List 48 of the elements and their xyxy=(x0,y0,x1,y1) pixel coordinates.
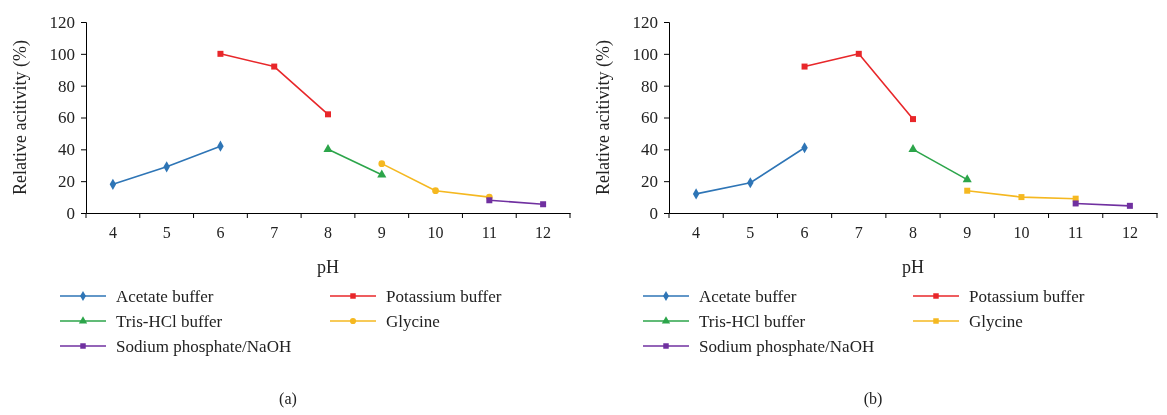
x-tick-label: 4 xyxy=(692,224,701,242)
y-tick-label: 40 xyxy=(641,140,658,160)
x-tick-label: 11 xyxy=(1067,224,1084,242)
x-tick-label: 5 xyxy=(162,224,171,242)
legend-label: Potassium buffer xyxy=(386,287,502,306)
y-tick-label: 120 xyxy=(49,12,75,32)
y-axis-title: Relative acitivity (%) xyxy=(10,40,31,195)
x-tick-label: 9 xyxy=(963,224,972,242)
x-axis-title: pH xyxy=(317,257,339,277)
legend-label: Potassium buffer xyxy=(969,287,1085,306)
legend-label: Tris-HCl buffer xyxy=(699,312,806,331)
y-tick-label: 20 xyxy=(641,172,658,192)
x-tick-label: 12 xyxy=(535,224,552,242)
y-tick-label: 60 xyxy=(641,108,658,128)
y-tick-label: 80 xyxy=(641,76,658,96)
legend-label: Glycine xyxy=(969,312,1023,331)
legend-label: Acetate buffer xyxy=(116,287,214,306)
legend-label: Acetate buffer xyxy=(699,287,797,306)
x-tick-label: 4 xyxy=(108,224,117,242)
x-tick-label: 10 xyxy=(427,224,444,242)
legend-label: Tris-HCl buffer xyxy=(116,312,223,331)
x-tick-label: 12 xyxy=(1121,224,1138,242)
x-tick-label: 8 xyxy=(909,224,917,242)
x-tick-label: 10 xyxy=(1013,224,1030,242)
y-tick-label: 60 xyxy=(58,108,75,128)
x-tick-label: 8 xyxy=(324,224,332,242)
text: (b) xyxy=(863,390,883,408)
y-tick-label: 20 xyxy=(58,172,75,192)
legend-label: Sodium phosphate/NaOH xyxy=(699,337,875,356)
y-tick-label: 100 xyxy=(632,44,658,64)
text: (a) xyxy=(279,390,297,408)
x-tick-label: 7 xyxy=(270,224,279,242)
x-axis-title: pH xyxy=(902,257,924,277)
y-tick-label: 120 xyxy=(632,12,658,32)
x-tick-label: 6 xyxy=(800,224,809,242)
y-tick-label: 40 xyxy=(58,140,75,160)
y-tick-label: 100 xyxy=(49,44,75,64)
x-tick-label: 7 xyxy=(854,224,863,242)
x-tick-label: 5 xyxy=(746,224,755,242)
y-tick-label: 0 xyxy=(649,203,658,223)
y-tick-label: 80 xyxy=(58,76,75,96)
legend-label: Glycine xyxy=(386,312,440,331)
y-tick-label: 0 xyxy=(66,203,75,223)
legend-label: Sodium phosphate/NaOH xyxy=(116,337,292,356)
x-tick-label: 6 xyxy=(216,224,225,242)
x-tick-label: 11 xyxy=(481,224,498,242)
y-axis-title: Relative acitivity (%) xyxy=(593,40,614,195)
x-tick-label: 9 xyxy=(377,224,386,242)
